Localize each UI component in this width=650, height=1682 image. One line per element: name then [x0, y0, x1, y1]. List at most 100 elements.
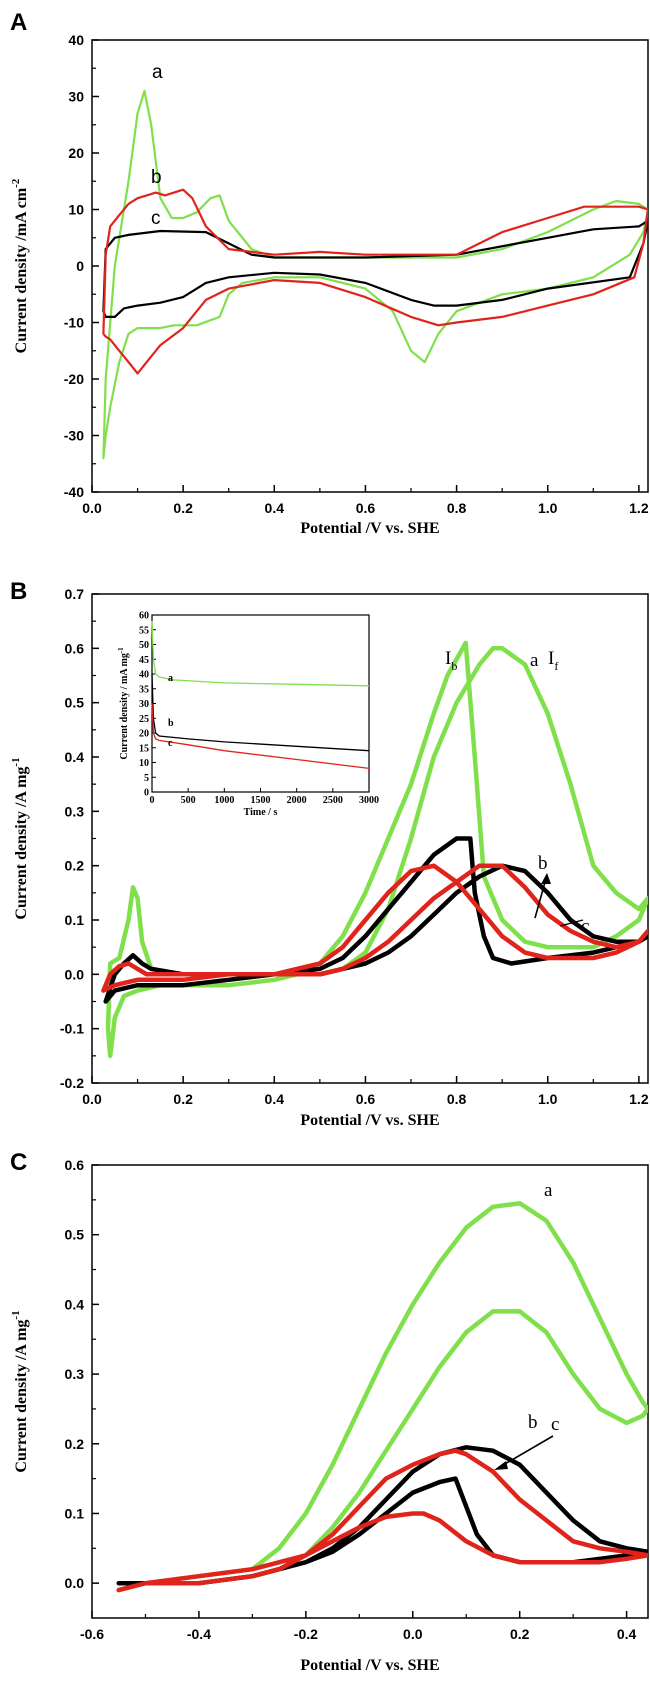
inset-y-tick-label: 50 [139, 640, 149, 651]
x-tick-label: 0.4 [265, 1091, 285, 1107]
series-c-line [101, 863, 648, 993]
x-tick-label: -0.6 [80, 1626, 104, 1642]
y-tick-label: 0.6 [65, 1157, 85, 1173]
y-tick-label: 40 [68, 32, 84, 48]
peak-label-ib: Ib [445, 648, 457, 673]
y-tick-label: 0.0 [65, 1575, 85, 1591]
inset-y-tick-label: 40 [139, 670, 149, 681]
y-tick-label: 0.3 [65, 1366, 85, 1382]
inset-x-tick-label: 500 [181, 795, 196, 806]
y-tick-label: 10 [68, 202, 84, 218]
y-tick-label: 0.4 [65, 1296, 85, 1312]
inset-x-tick-label: 1500 [251, 795, 271, 806]
inset-curve-label-a: a [168, 673, 173, 684]
series-c-line [102, 188, 648, 375]
x-tick-label: 1.2 [629, 1091, 649, 1107]
curve-label-a: a [544, 1180, 553, 1201]
x-tick-label: 0.8 [447, 1091, 467, 1107]
inset-x-axis-title: Time / s [244, 807, 278, 818]
inset-y-tick-label: 25 [139, 714, 149, 725]
y-axis-title: Current density /mA cm-2 [10, 178, 30, 353]
curve-label-b: b [538, 853, 548, 874]
x-axis-title: Potential /V vs. SHE [300, 1112, 439, 1129]
y-tick-label: 0.2 [65, 1436, 85, 1452]
inset-x-tick-label: 0 [150, 795, 155, 806]
y-tick-label: 0.7 [65, 586, 85, 602]
inset-x-tick-label: 1000 [214, 795, 234, 806]
x-tick-label: 0.4 [617, 1626, 637, 1642]
y-tick-label: 0 [76, 258, 84, 274]
inset-y-tick-label: 0 [144, 788, 149, 799]
y-tick-label: -0.2 [60, 1075, 84, 1091]
arrow-c [497, 1435, 554, 1469]
curve-label-b: b [151, 167, 162, 188]
y-tick-label: 0.6 [65, 640, 85, 656]
plot-frame [91, 39, 649, 493]
x-axis-title: Potential /V vs. SHE [300, 520, 439, 537]
y-tick-label: 0.0 [65, 966, 85, 982]
arrow-c [559, 919, 584, 927]
y-axis-title: Current density /A mg-1 [10, 757, 30, 919]
y-tick-label: 0.1 [65, 912, 85, 928]
curve-label-a: a [530, 650, 539, 671]
panel-a: A 0.0 0.2 0.4 0.6 0.8 1.0 1.2 -40 -30 -20 -10 0 10 20 3… [10, 9, 649, 537]
panel-letter: A [10, 9, 27, 36]
inset-y-tick-label: 10 [139, 758, 149, 769]
x-tick-label: 0.6 [356, 500, 376, 516]
y-tick-label: 0.5 [65, 1227, 85, 1243]
x-tick-label: 1.2 [629, 500, 649, 516]
y-tick-label: 0.4 [65, 749, 85, 765]
inset-y-tick-label: 45 [139, 655, 149, 666]
inset-x-tick-label: 2000 [287, 795, 307, 806]
inset-x-tick-label: 2500 [323, 795, 343, 806]
y-axis-title: Current density /A mg-1 [10, 1310, 30, 1472]
arrowhead-c [494, 1461, 508, 1470]
y-tick-label: 20 [68, 145, 84, 161]
x-tick-label: 1.0 [538, 1091, 558, 1107]
inset-y-tick-label: 60 [139, 611, 149, 622]
x-tick-label: -0.2 [294, 1626, 318, 1642]
panel-letter: C [10, 1149, 27, 1176]
series-a-line [116, 1201, 648, 1593]
y-tick-label: 0.2 [65, 858, 85, 874]
inset-series-c-line [151, 703, 370, 770]
peak-label-if: If [548, 648, 558, 673]
y-tick-label: -10 [64, 315, 84, 331]
inset-y-tick-label: 15 [139, 743, 149, 754]
inset-series-a-line [151, 620, 370, 687]
y-tick-label: 0.3 [65, 803, 85, 819]
curve-label-a: a [152, 62, 163, 83]
y-tick-label: -0.1 [60, 1021, 84, 1037]
inset-y-tick-label: 35 [139, 684, 149, 695]
x-tick-label: 0.0 [82, 500, 102, 516]
series-a-line [102, 89, 648, 460]
plot-frame [91, 1164, 649, 1619]
y-tick-label: 30 [68, 89, 84, 105]
arrowhead-b [541, 873, 551, 884]
y-tick-label: -30 [64, 428, 84, 444]
x-tick-label: 1.0 [538, 500, 558, 516]
curve-label-b: b [528, 1412, 538, 1433]
curve-label-c: c [151, 208, 161, 229]
series-c-line [116, 1448, 648, 1593]
x-tick-label: 0.2 [510, 1626, 530, 1642]
inset-y-tick-label: 20 [139, 729, 149, 740]
inset-y-axis-title: Current density / mA mg-1 [117, 647, 130, 760]
y-tick-label: -40 [64, 484, 84, 500]
curve-label-c: c [551, 1414, 559, 1435]
panel-b: B 0.0 0.2 0.4 0.6 0.8 1.0 1.2 -0.2 -0.1 0.0 0.1 0.2 0… [10, 578, 649, 1129]
inset-frame [151, 614, 370, 793]
x-tick-label: 0.6 [356, 1091, 376, 1107]
inset-curve-label-b: b [168, 718, 174, 729]
y-tick-label: 0.1 [65, 1505, 85, 1521]
panel-letter: B [10, 578, 27, 605]
y-tick-label: 0.5 [65, 695, 85, 711]
x-tick-label: -0.4 [187, 1626, 211, 1642]
panel-c: C -0.6 -0.4 -0.2 0.0 0.2 0.4 0.0 0.1 0.2 0.3 0.4 0.5… [10, 1149, 649, 1674]
y-tick-label: -20 [64, 371, 84, 387]
x-tick-label: 0.2 [173, 1091, 193, 1107]
x-tick-label: 0.0 [403, 1626, 423, 1642]
x-tick-label: 0.2 [173, 500, 193, 516]
inset-y-tick-label: 5 [144, 773, 149, 784]
